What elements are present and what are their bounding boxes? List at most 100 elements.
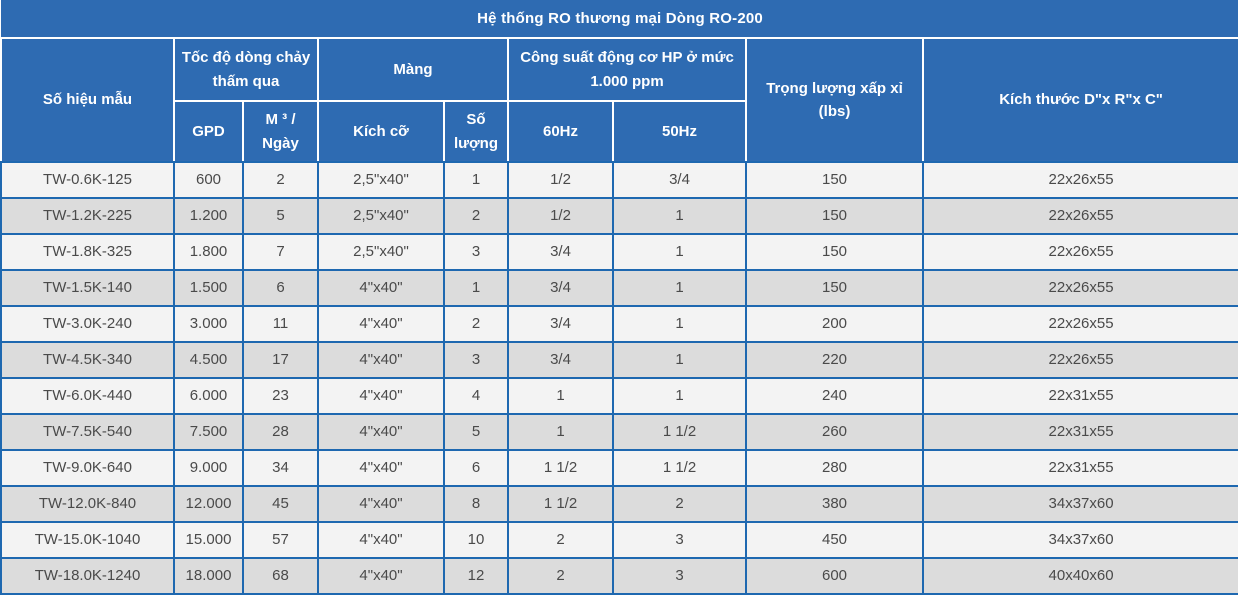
cell-membrane-quantity: 3 xyxy=(443,341,509,379)
cell-model: TW-18.0K-1240 xyxy=(0,557,175,595)
table-row: TW-1.2K-225 1.200 5 2,5"x40" 2 1/2 1 150 22x26x5… xyxy=(0,197,1238,235)
cell-50hz: 1 xyxy=(612,233,747,271)
cell-m3-per-day: 17 xyxy=(242,341,319,379)
cell-membrane-quantity: 3 xyxy=(443,233,509,271)
cell-membrane-quantity: 2 xyxy=(443,305,509,343)
col-header-m3-per-day: M ³ / Ngày xyxy=(242,100,319,163)
cell-model: TW-1.2K-225 xyxy=(0,197,175,235)
cell-weight-lbs: 600 xyxy=(745,557,924,595)
cell-weight-lbs: 380 xyxy=(745,485,924,523)
cell-weight-lbs: 150 xyxy=(745,269,924,307)
cell-gpd: 3.000 xyxy=(173,305,244,343)
cell-membrane-quantity: 1 xyxy=(443,269,509,307)
table-row: TW-3.0K-240 3.000 11 4"x40" 2 3/4 1 200 22x26x55 xyxy=(0,305,1238,343)
cell-m3-per-day: 11 xyxy=(242,305,319,343)
col-group-membrane: Màng xyxy=(317,37,509,102)
cell-50hz: 3 xyxy=(612,557,747,595)
cell-m3-per-day: 57 xyxy=(242,521,319,559)
table-row: TW-1.8K-325 1.800 7 2,5"x40" 3 3/4 1 150 22x26x5… xyxy=(0,233,1238,271)
table-row: TW-1.5K-140 1.500 6 4"x40" 1 3/4 1 150 22x26x55 xyxy=(0,269,1238,307)
cell-dimensions: 34x37x60 xyxy=(921,521,1238,559)
cell-60hz: 1 xyxy=(507,413,614,451)
cell-50hz: 1 xyxy=(612,305,747,343)
cell-50hz: 1 xyxy=(612,197,747,235)
table-row: TW-4.5K-340 4.500 17 4"x40" 3 3/4 1 220 22x26x55 xyxy=(0,341,1238,379)
cell-membrane-quantity: 5 xyxy=(443,413,509,451)
table-row: TW-15.0K-1040 15.000 57 4"x40" 10 2 3 450 34x37x… xyxy=(0,521,1238,559)
cell-50hz: 3 xyxy=(612,521,747,559)
cell-weight-lbs: 150 xyxy=(745,233,924,271)
cell-model: TW-3.0K-240 xyxy=(0,305,175,343)
cell-50hz: 1 1/2 xyxy=(612,449,747,487)
cell-dimensions: 22x26x55 xyxy=(921,269,1238,307)
cell-dimensions: 22x26x55 xyxy=(921,341,1238,379)
cell-m3-per-day: 6 xyxy=(242,269,319,307)
cell-60hz: 3/4 xyxy=(507,233,614,271)
cell-model: TW-4.5K-340 xyxy=(0,341,175,379)
cell-60hz: 1 xyxy=(507,377,614,415)
cell-gpd: 9.000 xyxy=(173,449,244,487)
cell-50hz: 1 xyxy=(612,341,747,379)
cell-weight-lbs: 260 xyxy=(745,413,924,451)
cell-dimensions: 22x26x55 xyxy=(921,197,1238,235)
cell-m3-per-day: 5 xyxy=(242,197,319,235)
cell-50hz: 1 1/2 xyxy=(612,413,747,451)
cell-60hz: 1 1/2 xyxy=(507,449,614,487)
cell-50hz: 2 xyxy=(612,485,747,523)
cell-membrane-size: 2,5"x40" xyxy=(317,233,445,271)
cell-membrane-size: 2,5"x40" xyxy=(317,197,445,235)
cell-gpd: 12.000 xyxy=(173,485,244,523)
table-title: Hệ thống RO thương mại Dòng RO-200 xyxy=(1,0,1238,39)
cell-dimensions: 22x31x55 xyxy=(921,377,1238,415)
col-header-dimensions: Kích thước D"x R"x C" xyxy=(921,37,1238,163)
cell-model: TW-1.8K-325 xyxy=(0,233,175,271)
cell-m3-per-day: 2 xyxy=(242,161,319,199)
col-header-weight: Trọng lượng xấp xỉ (lbs) xyxy=(745,37,924,163)
table-body: TW-0.6K-125 600 2 2,5"x40" 1 1/2 3/4 150 22x26x5… xyxy=(0,161,1238,595)
cell-membrane-quantity: 8 xyxy=(443,485,509,523)
cell-model: TW-7.5K-540 xyxy=(0,413,175,451)
cell-membrane-quantity: 12 xyxy=(443,557,509,595)
col-header-50hz: 50Hz xyxy=(612,100,747,163)
cell-membrane-size: 4"x40" xyxy=(317,557,445,595)
col-header-membrane-quantity: Số lượng xyxy=(443,100,509,163)
cell-membrane-size: 4"x40" xyxy=(317,377,445,415)
header-sub-row: GPD M ³ / Ngày Kích cỡ Số lượng 60Hz 50H… xyxy=(1,100,1238,163)
cell-model: TW-15.0K-1040 xyxy=(0,521,175,559)
cell-gpd: 1.800 xyxy=(173,233,244,271)
cell-gpd: 600 xyxy=(173,161,244,199)
col-group-motor-power: Công suất động cơ HP ở mức 1.000 ppm xyxy=(507,37,747,102)
cell-membrane-size: 2,5"x40" xyxy=(317,161,445,199)
cell-dimensions: 22x26x55 xyxy=(921,305,1238,343)
cell-60hz: 2 xyxy=(507,557,614,595)
cell-membrane-size: 4"x40" xyxy=(317,449,445,487)
cell-weight-lbs: 450 xyxy=(745,521,924,559)
cell-membrane-size: 4"x40" xyxy=(317,269,445,307)
cell-dimensions: 40x40x60 xyxy=(921,557,1238,595)
cell-m3-per-day: 7 xyxy=(242,233,319,271)
cell-model: TW-0.6K-125 xyxy=(0,161,175,199)
cell-60hz: 3/4 xyxy=(507,341,614,379)
cell-m3-per-day: 45 xyxy=(242,485,319,523)
cell-60hz: 3/4 xyxy=(507,305,614,343)
cell-weight-lbs: 200 xyxy=(745,305,924,343)
cell-weight-lbs: 220 xyxy=(745,341,924,379)
cell-dimensions: 22x31x55 xyxy=(921,449,1238,487)
cell-60hz: 1/2 xyxy=(507,197,614,235)
cell-membrane-size: 4"x40" xyxy=(317,413,445,451)
col-header-gpd: GPD xyxy=(173,100,244,163)
header-group-row: Số hiệu mẫu Tốc độ dòng chảy thấm qua Mà… xyxy=(0,37,1238,163)
cell-dimensions: 22x26x55 xyxy=(921,161,1238,199)
cell-membrane-quantity: 10 xyxy=(443,521,509,559)
col-group-flow-rate: Tốc độ dòng chảy thấm qua xyxy=(173,37,319,102)
table-row: TW-9.0K-640 9.000 34 4"x40" 6 1 1/2 1 1/2 280 22… xyxy=(0,449,1238,487)
cell-dimensions: 22x31x55 xyxy=(921,413,1238,451)
cell-weight-lbs: 240 xyxy=(745,377,924,415)
cell-membrane-size: 4"x40" xyxy=(317,485,445,523)
cell-m3-per-day: 23 xyxy=(242,377,319,415)
cell-weight-lbs: 150 xyxy=(745,161,924,199)
cell-gpd: 6.000 xyxy=(173,377,244,415)
table-row: TW-6.0K-440 6.000 23 4"x40" 4 1 1 240 22x31x55 xyxy=(0,377,1238,415)
col-header-60hz: 60Hz xyxy=(507,100,614,163)
